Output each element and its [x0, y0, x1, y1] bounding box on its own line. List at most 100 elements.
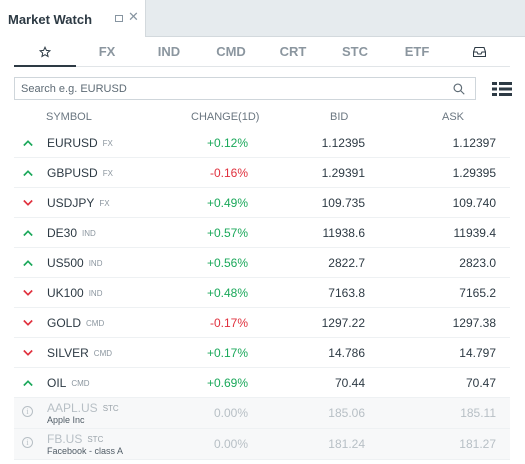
trend-up-icon: [23, 380, 33, 387]
tab-cmd[interactable]: CMD: [216, 44, 246, 59]
bid-value[interactable]: 109.735: [321, 196, 365, 210]
header-change[interactable]: CHANGE(1D): [191, 111, 260, 123]
instrument-class: CMD: [86, 319, 105, 328]
search-input[interactable]: [21, 80, 441, 97]
ask-value[interactable]: 1.29395: [452, 166, 496, 180]
grid-view-icon[interactable]: [492, 81, 512, 97]
tab-stc[interactable]: STC: [342, 44, 368, 59]
header-ask[interactable]: ASK: [442, 111, 465, 123]
ask-value: 181.27: [459, 437, 496, 451]
bid-value[interactable]: 2822.7: [328, 256, 365, 270]
tab-favorites[interactable]: [14, 38, 76, 67]
bid-value: 185.06: [328, 406, 365, 420]
instrument-row[interactable]: US500 IND +0.56% 2822.7 2823.0: [14, 248, 510, 278]
change-value: +0.69%: [206, 376, 248, 390]
ask-value[interactable]: 1.12397: [452, 136, 496, 150]
tab-ind[interactable]: IND: [157, 44, 181, 59]
bid-value: 181.24: [328, 437, 365, 451]
instrument-symbol: USDJPY FX: [47, 196, 110, 210]
star-icon: [38, 46, 52, 58]
ask-value[interactable]: 7165.2: [459, 286, 496, 300]
instrument-list: EURUSD FX +0.12% 1.12395 1.12397 GBPUSD FX -0.1…: [14, 128, 510, 460]
trend-down-icon: [23, 289, 33, 296]
change-value: +0.57%: [206, 226, 248, 240]
bid-value[interactable]: 7163.8: [328, 286, 365, 300]
tab-etf[interactable]: ETF: [404, 44, 430, 59]
ask-value[interactable]: 11939.4: [453, 226, 497, 240]
instrument-row[interactable]: GOLD CMD -0.17% 1297.22 1297.38: [14, 308, 510, 338]
restore-icon[interactable]: [115, 15, 123, 22]
instrument-symbol: UK100 IND: [47, 286, 103, 300]
instrument-class: CMD: [71, 379, 90, 388]
instrument-row[interactable]: UK100 IND +0.48% 7163.8 7165.2: [14, 278, 510, 308]
instrument-symbol: GOLD CMD: [47, 316, 105, 330]
tab-crt[interactable]: CRT: [279, 44, 307, 59]
instrument-symbol: OIL CMD: [47, 376, 90, 390]
bid-value[interactable]: 70.44: [334, 376, 365, 390]
instrument-description: Apple Inc: [47, 415, 85, 425]
change-value: +0.17%: [206, 346, 248, 360]
market-watch-tab[interactable]: Market Watch ✕: [0, 0, 146, 37]
table-header: SYMBOL CHANGE(1D) BID ASK: [14, 106, 510, 128]
bid-value[interactable]: 1.29391: [321, 166, 365, 180]
change-value: +0.12%: [206, 136, 248, 150]
trend-up-icon: [23, 260, 33, 267]
instrument-class: FX: [102, 169, 113, 178]
instrument-class: STC: [102, 404, 119, 413]
change-value: -0.16%: [209, 166, 248, 180]
trend-down-icon: [23, 319, 33, 326]
change-value: +0.49%: [206, 196, 248, 210]
ask-value: 185.11: [460, 406, 496, 420]
ask-value[interactable]: 2823.0: [459, 256, 496, 270]
change-value: +0.48%: [206, 286, 248, 300]
change-value: 0.00%: [213, 437, 248, 451]
instrument-class: FX: [102, 139, 113, 148]
ask-value[interactable]: 70.47: [465, 376, 496, 390]
instrument-class: IND: [88, 289, 103, 298]
instrument-row-disabled[interactable]: i AAPL.US STC Apple Inc 0.00% 185.06 185.11: [14, 398, 510, 429]
change-value: +0.56%: [206, 256, 248, 270]
info-icon[interactable]: i: [22, 437, 33, 448]
instrument-row[interactable]: EURUSD FX +0.12% 1.12395 1.12397: [14, 128, 510, 158]
info-icon[interactable]: i: [22, 406, 33, 417]
header-symbol[interactable]: SYMBOL: [46, 111, 92, 123]
search-box: [14, 77, 476, 100]
category-tabs: FX IND CMD CRT STC ETF: [14, 38, 510, 67]
window-tab-bar: Market Watch ✕: [0, 0, 525, 37]
instrument-symbol: AAPL.US STC: [47, 401, 119, 415]
instrument-class: STC: [87, 435, 104, 444]
tab-fx[interactable]: FX: [98, 44, 116, 59]
trend-down-icon: [23, 199, 33, 206]
search-icon[interactable]: [452, 82, 466, 96]
trend-up-icon: [23, 140, 33, 147]
instrument-row-disabled[interactable]: i FB.US STC Facebook - class A 0.00% 181.24 18…: [14, 429, 510, 460]
instrument-symbol: US500 IND: [47, 256, 103, 270]
instrument-symbol: SILVER CMD: [47, 346, 113, 360]
instrument-class: CMD: [93, 349, 113, 358]
instrument-symbol: GBPUSD FX: [47, 166, 113, 180]
instrument-class: FX: [99, 199, 110, 208]
close-icon[interactable]: ✕: [128, 9, 139, 24]
instrument-row[interactable]: SILVER CMD +0.17% 14.786 14.797: [14, 338, 510, 368]
bid-value[interactable]: 1.12395: [321, 136, 365, 150]
tab-inbox[interactable]: [448, 38, 510, 66]
trend-up-icon: [23, 230, 33, 237]
bid-value[interactable]: 1297.22: [321, 316, 365, 330]
ask-value[interactable]: 109.740: [452, 196, 496, 210]
change-value: 0.00%: [213, 406, 248, 420]
header-bid[interactable]: BID: [330, 111, 349, 123]
instrument-row[interactable]: GBPUSD FX -0.16% 1.29391 1.29395: [14, 158, 510, 188]
change-value: -0.17%: [209, 316, 248, 330]
instrument-symbol: FB.US STC: [47, 432, 104, 446]
bid-value[interactable]: 11938.6: [322, 226, 366, 240]
instrument-row[interactable]: USDJPY FX +0.49% 109.735 109.740: [14, 188, 510, 218]
instrument-row[interactable]: DE30 IND +0.57% 11938.6 11939.4: [14, 218, 510, 248]
inbox-icon: [472, 46, 486, 58]
ask-value[interactable]: 1297.38: [452, 316, 496, 330]
window-title: Market Watch: [8, 12, 93, 27]
instrument-row[interactable]: OIL CMD +0.69% 70.44 70.47: [14, 368, 510, 398]
trend-up-icon: [23, 170, 33, 177]
instrument-description: Facebook - class A: [47, 446, 124, 456]
bid-value[interactable]: 14.786: [328, 346, 365, 360]
ask-value[interactable]: 14.797: [459, 346, 496, 360]
